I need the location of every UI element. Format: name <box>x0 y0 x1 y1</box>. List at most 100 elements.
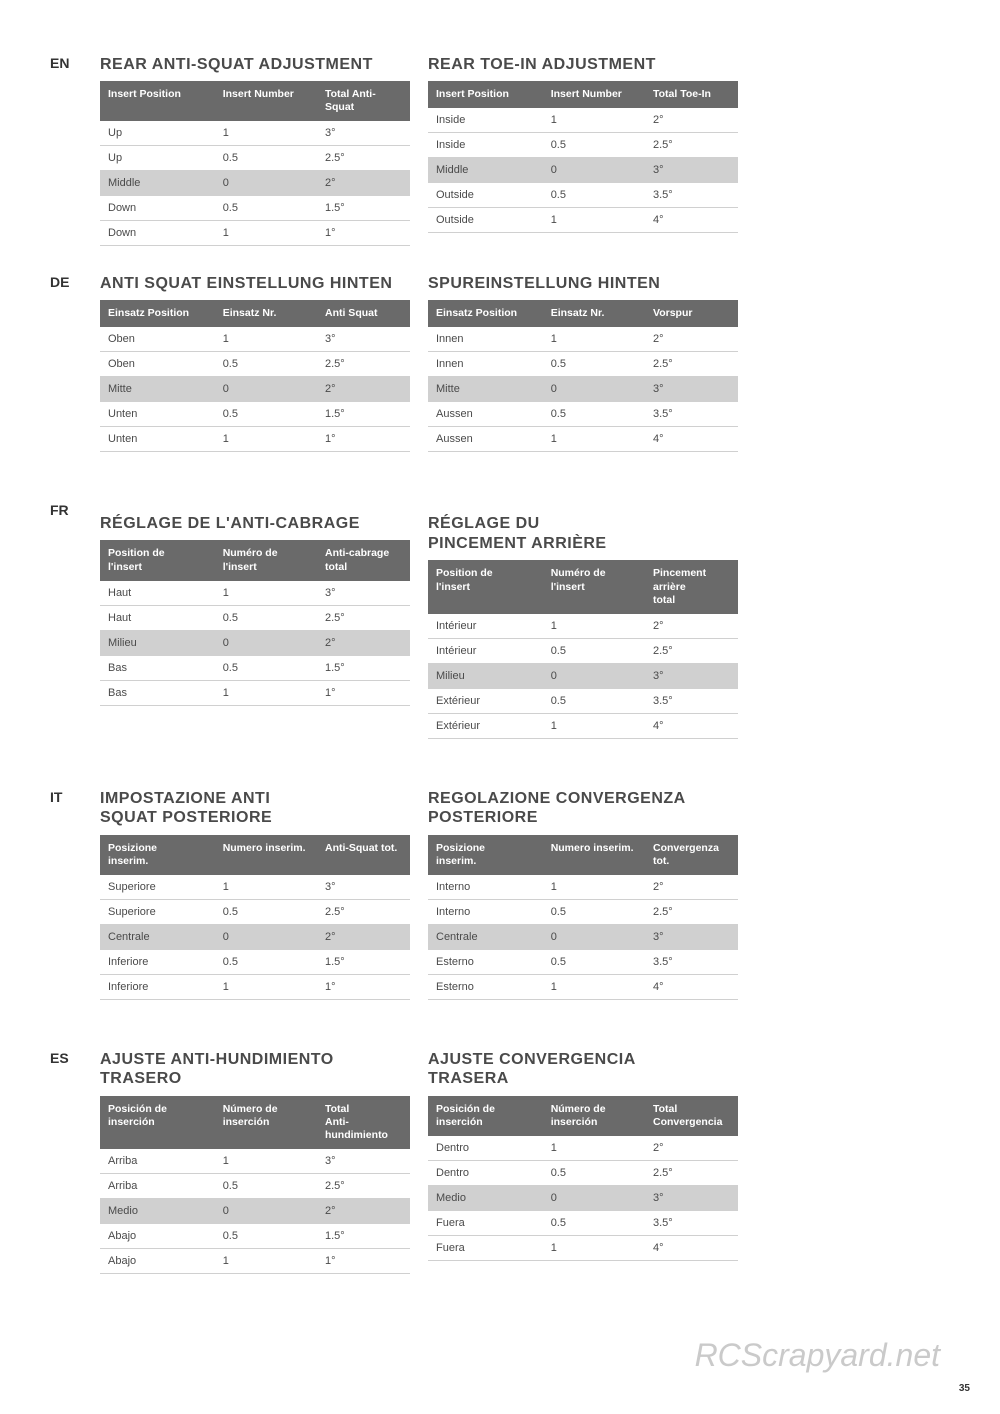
column-header: Numéro del'insert <box>215 540 317 580</box>
table-cell: 0.5 <box>215 655 317 680</box>
table-cell: 1 <box>215 975 317 1000</box>
table-cell: 0 <box>543 377 645 402</box>
table-row: Intérieur12° <box>428 614 738 639</box>
table-cell: 1 <box>543 427 645 452</box>
table-cell: 1.5° <box>317 655 410 680</box>
table-cell: Fuera <box>428 1236 543 1261</box>
table-block: ANTI SQUAT EINSTELLUNG HINTENEinsatz Pos… <box>100 274 410 452</box>
table-cell: Down <box>100 221 215 246</box>
table-title: REAR TOE-IN ADJUSTMENT <box>428 55 738 75</box>
table-cell: Oben <box>100 327 215 352</box>
table-cell: 3° <box>317 1149 410 1174</box>
table-cell: Interno <box>428 875 543 900</box>
table-cell: Aussen <box>428 402 543 427</box>
column-header: Numéro del'insert <box>543 560 645 613</box>
table-row: Centrale03° <box>428 925 738 950</box>
table-cell: 0 <box>215 925 317 950</box>
table-cell: 3° <box>645 1186 738 1211</box>
page-content: EN REAR ANTI-SQUAT ADJUSTMENT Insert Posit… <box>50 55 940 1274</box>
table-cell: Oben <box>100 352 215 377</box>
table-row: Innen12° <box>428 327 738 352</box>
table-cell: Fuera <box>428 1211 543 1236</box>
table-row: Abajo0.51.5° <box>100 1224 410 1249</box>
table-cell: 1 <box>215 1149 317 1174</box>
table-cell: 1 <box>215 327 317 352</box>
column-header: TotalAnti-hundimiento <box>317 1096 410 1149</box>
table-cell: 1 <box>215 221 317 246</box>
data-table: Posizioneinserim.Numero inserim.Converge… <box>428 835 738 1000</box>
table-cell: 1° <box>317 427 410 452</box>
table-cell: 0.5 <box>215 196 317 221</box>
page-number: 35 <box>959 1383 970 1394</box>
table-cell: Milieu <box>428 663 543 688</box>
table-cell: 1° <box>317 680 410 705</box>
table-cell: 0 <box>543 158 645 183</box>
column-header: Insert Number <box>543 81 645 108</box>
table-block: RÉGLAGE DUPINCEMENT ARRIÈREPosition del'… <box>428 514 738 738</box>
table-cell: 2° <box>645 1136 738 1161</box>
table-cell: Middle <box>100 171 215 196</box>
table-row: Middle02° <box>100 171 410 196</box>
table-row: Middle03° <box>428 158 738 183</box>
table-cell: Medio <box>428 1186 543 1211</box>
table-cell: Extérieur <box>428 688 543 713</box>
data-table: Position del'insertNuméro del'insertAnti… <box>100 540 410 705</box>
table-cell: 3° <box>317 327 410 352</box>
table-cell: 3.5° <box>645 402 738 427</box>
column-header: Position del'insert <box>100 540 215 580</box>
table-cell: 2.5° <box>645 352 738 377</box>
table-cell: 1 <box>215 1249 317 1274</box>
table-cell: Intérieur <box>428 614 543 639</box>
table-block: REAR ANTI-SQUAT ADJUSTMENT Insert Positio… <box>100 55 410 246</box>
table-cell: 2.5° <box>317 900 410 925</box>
table-cell: 2° <box>645 875 738 900</box>
table-cell: Esterno <box>428 975 543 1000</box>
table-row: Down11° <box>100 221 410 246</box>
table-cell: 1 <box>215 875 317 900</box>
table-cell: 1 <box>543 614 645 639</box>
table-row: Down0.51.5° <box>100 196 410 221</box>
table-block: IMPOSTAZIONE ANTISQUAT POSTERIOREPosizio… <box>100 789 410 1000</box>
table-row: Intérieur0.52.5° <box>428 638 738 663</box>
table-cell: 3.5° <box>645 183 738 208</box>
column-header: Vorspur <box>645 300 738 327</box>
table-block: AJUSTE CONVERGENCIATRASERAPosición deins… <box>428 1050 738 1274</box>
table-cell: 4° <box>645 1236 738 1261</box>
column-header: Anti Squat <box>317 300 410 327</box>
table-cell: 2° <box>645 327 738 352</box>
column-header: Insert Number <box>215 81 317 121</box>
table-cell: Abajo <box>100 1249 215 1274</box>
table-cell: 1° <box>317 221 410 246</box>
table-cell: 2.5° <box>317 605 410 630</box>
table-cell: 0.5 <box>543 1211 645 1236</box>
table-cell: 3.5° <box>645 1211 738 1236</box>
table-cell: Arriba <box>100 1174 215 1199</box>
table-cell: 1 <box>543 1136 645 1161</box>
lang-label-en: EN <box>50 55 69 71</box>
table-cell: 1.5° <box>317 196 410 221</box>
data-table: Insert PositionInsert NumberTotal Anti-S… <box>100 81 410 246</box>
table-cell: 2.5° <box>645 900 738 925</box>
table-cell: Outside <box>428 183 543 208</box>
table-row: Milieu03° <box>428 663 738 688</box>
table-title: ANTI SQUAT EINSTELLUNG HINTEN <box>100 274 410 294</box>
table-row: Aussen0.53.5° <box>428 402 738 427</box>
table-cell: Milieu <box>100 630 215 655</box>
table-cell: 4° <box>645 975 738 1000</box>
table-cell: 2° <box>317 925 410 950</box>
table-row: Inferiore11° <box>100 975 410 1000</box>
table-cell: Mitte <box>100 377 215 402</box>
table-row: Bas11° <box>100 680 410 705</box>
table-row: Arriba0.52.5° <box>100 1174 410 1199</box>
table-cell: 0.5 <box>215 605 317 630</box>
table-block: SPUREINSTELLUNG HINTENEinsatz PositionEi… <box>428 274 738 452</box>
table-cell: 1.5° <box>317 950 410 975</box>
column-header: Einsatz Nr. <box>543 300 645 327</box>
table-cell: 1 <box>215 121 317 146</box>
table-row: Interno12° <box>428 875 738 900</box>
table-cell: Bas <box>100 655 215 680</box>
table-cell: 4° <box>645 208 738 233</box>
table-title: REAR ANTI-SQUAT ADJUSTMENT <box>100 55 410 75</box>
column-header: Número deinserción <box>543 1096 645 1136</box>
table-row: Arriba13° <box>100 1149 410 1174</box>
